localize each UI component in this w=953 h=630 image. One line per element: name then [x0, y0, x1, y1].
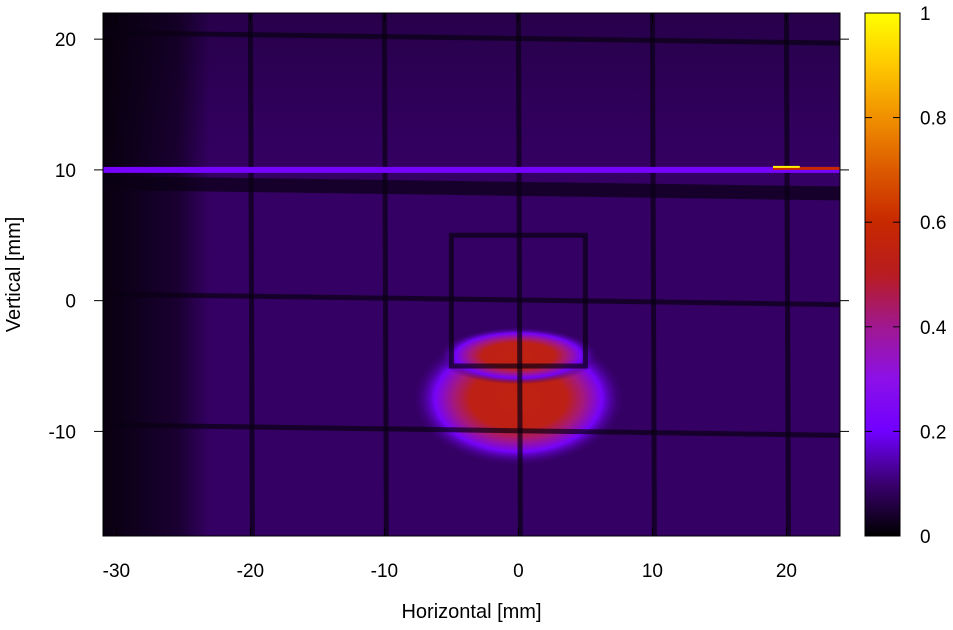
bright-band-peak: [773, 165, 800, 168]
y-tick-label: 10: [55, 161, 76, 182]
colorbar-tick-label: 0.8: [920, 109, 946, 130]
y-tick-label: -10: [49, 422, 76, 443]
y-axis: -10 0 10 20: [49, 30, 849, 443]
heatmap-plot-area: [103, 13, 840, 536]
horizontal-wire-3: [103, 30, 840, 46]
vertical-wire-2: [515, 13, 523, 536]
y-tick-label: 0: [65, 292, 76, 313]
y-axis-label: Vertical [mm]: [3, 217, 25, 333]
vertical-wire-1: [381, 13, 389, 536]
colorbar-axis: 0 0.2 0.4 0.6 0.8 1: [865, 4, 947, 548]
x-tick-label: 10: [642, 561, 663, 582]
colorbar: [864, 12, 901, 537]
colorbar-tick-label: 0.4: [920, 318, 947, 339]
colorbar-tick-label: 0.6: [920, 213, 946, 234]
bright-band: [103, 166, 840, 173]
horizontal-wire-0: [103, 422, 840, 438]
x-tick-label: -20: [237, 561, 264, 582]
x-tick-label: 20: [776, 561, 797, 582]
vertical-wire-0: [247, 13, 255, 536]
plot-frame: [102, 12, 841, 537]
horizontal-wire-1: [103, 291, 840, 308]
x-axis-label: Horizontal [mm]: [401, 601, 541, 623]
colorbar-tick-label: 0: [920, 527, 931, 548]
colorbar-tick-label: 1: [920, 4, 931, 25]
x-tick-label: 0: [513, 561, 524, 582]
vertical-wire-4: [783, 13, 791, 536]
x-tick-label: -30: [103, 561, 130, 582]
x-tick-label: -10: [371, 561, 398, 582]
colorbar-tick-label: 0.2: [920, 422, 946, 443]
x-axis: -30 -20 -10 0 10 20: [103, 13, 797, 582]
y-tick-label: 20: [55, 30, 76, 51]
inner-frame: [448, 232, 588, 369]
vertical-wire-3: [649, 13, 657, 536]
horizontal-wire-2: [103, 175, 840, 201]
bright-band-hotspot: [773, 166, 840, 170]
left-dark-region: [103, 13, 211, 536]
